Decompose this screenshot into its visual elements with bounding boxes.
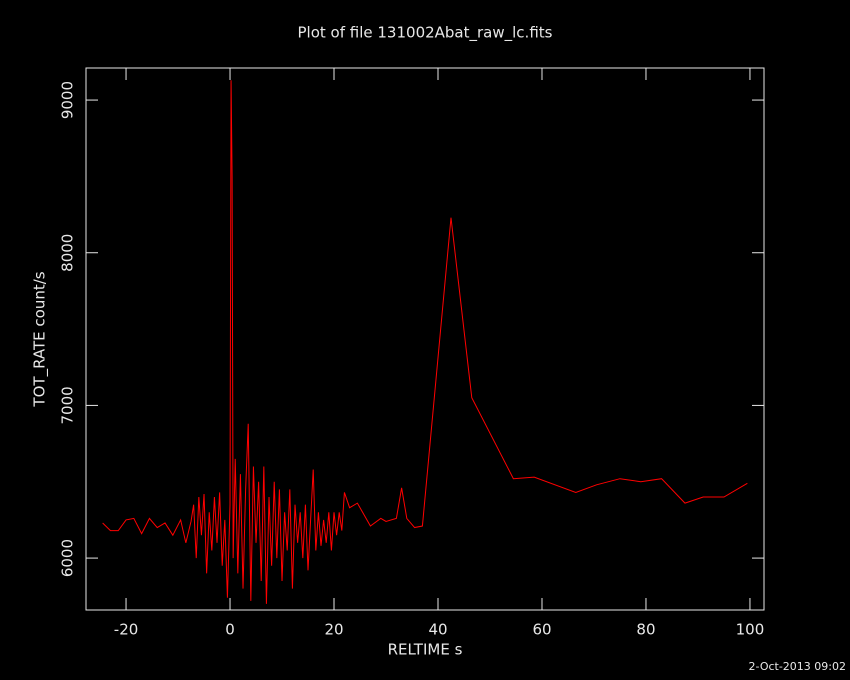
- y-tick-label: 8000: [59, 234, 77, 272]
- x-tick-label: 60: [532, 621, 551, 639]
- chart-title: Plot of file 131002Abat_raw_lc.fits: [298, 24, 553, 43]
- x-axis-label: RELTIME s: [388, 641, 463, 659]
- x-tick-label: 40: [428, 621, 447, 639]
- y-tick-label: 9000: [59, 81, 77, 119]
- plot-frame: [85, 67, 765, 611]
- y-axis-label: TOT_RATE count/s: [31, 271, 50, 407]
- x-tick-label: 0: [225, 621, 235, 639]
- x-tick-label: 80: [636, 621, 655, 639]
- y-tick-label: 6000: [59, 539, 77, 577]
- x-tick-label: -20: [114, 621, 139, 639]
- y-tick-label: 7000: [59, 386, 77, 424]
- x-tick-label: 100: [736, 621, 765, 639]
- x-tick-label: 20: [324, 621, 343, 639]
- data-line: [102, 80, 748, 604]
- timestamp: 2-Oct-2013 09:02: [749, 660, 846, 673]
